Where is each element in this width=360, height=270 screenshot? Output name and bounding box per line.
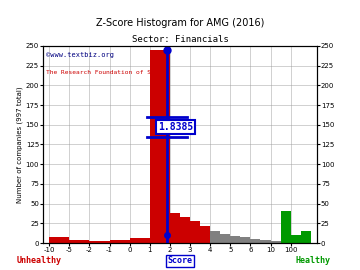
- Bar: [109, 240, 130, 243]
- Bar: [280, 211, 291, 243]
- Text: Unhealthy: Unhealthy: [17, 256, 62, 265]
- Bar: [261, 240, 270, 243]
- Bar: [200, 226, 210, 243]
- Bar: [160, 192, 170, 243]
- Text: 1.8385: 1.8385: [158, 122, 193, 132]
- Bar: [150, 50, 170, 243]
- Bar: [170, 213, 180, 243]
- Bar: [251, 239, 261, 243]
- Bar: [230, 236, 240, 243]
- Bar: [130, 238, 150, 243]
- Text: Score: Score: [167, 256, 193, 265]
- Text: Sector: Financials: Sector: Financials: [132, 35, 228, 44]
- Bar: [270, 241, 280, 243]
- Text: The Research Foundation of SUNY: The Research Foundation of SUNY: [46, 70, 162, 75]
- Bar: [90, 241, 109, 243]
- Bar: [220, 234, 230, 243]
- Bar: [49, 237, 69, 243]
- Text: Healthy: Healthy: [296, 256, 331, 265]
- Title: Z-Score Histogram for AMG (2016): Z-Score Histogram for AMG (2016): [96, 18, 264, 28]
- Bar: [190, 221, 200, 243]
- Y-axis label: Number of companies (997 total): Number of companies (997 total): [16, 86, 23, 203]
- Text: ©www.textbiz.org: ©www.textbiz.org: [46, 52, 114, 58]
- Bar: [69, 240, 90, 243]
- Bar: [240, 238, 251, 243]
- Bar: [291, 235, 301, 243]
- Bar: [301, 231, 311, 243]
- Bar: [180, 217, 190, 243]
- Bar: [210, 231, 220, 243]
